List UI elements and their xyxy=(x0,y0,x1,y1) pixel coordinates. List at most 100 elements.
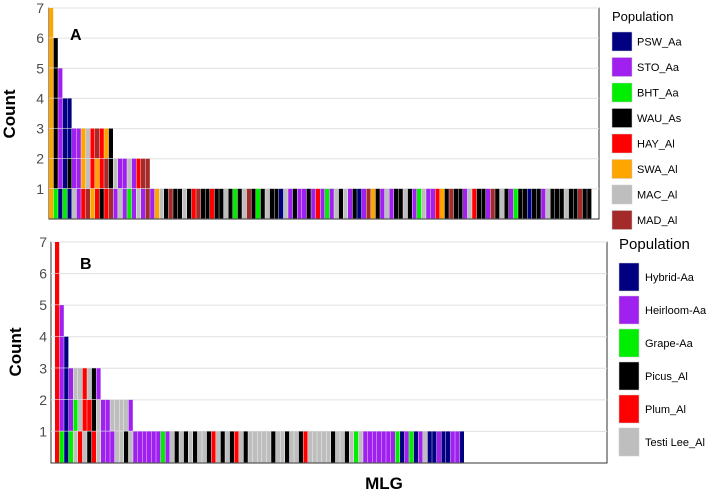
bar-segment xyxy=(455,431,460,463)
bar-segment xyxy=(58,128,63,159)
bar-segment xyxy=(55,242,60,273)
bar-segment xyxy=(220,431,225,463)
bar-segment xyxy=(165,431,170,463)
bar-segment xyxy=(99,158,104,189)
bar-segment xyxy=(49,98,54,128)
bar-segment xyxy=(486,188,491,219)
bar-segment xyxy=(568,188,573,219)
bar-segment xyxy=(239,431,244,463)
y-tick-label: 3 xyxy=(39,360,47,376)
bar-segment xyxy=(58,188,63,219)
legend-label: WAU_As xyxy=(637,113,682,125)
panel-b-legend-title: Population xyxy=(619,236,690,253)
legend-label: Picus_Al xyxy=(645,371,688,383)
bar-segment xyxy=(145,188,150,219)
bar-segment xyxy=(404,431,409,463)
panel-a-legend-title: Population xyxy=(612,9,673,24)
legend-swatch xyxy=(618,295,640,325)
bar-segment xyxy=(67,158,72,189)
bar-segment xyxy=(76,158,81,189)
y-tick-label: 6 xyxy=(36,30,44,46)
panel-b-bars xyxy=(55,242,464,463)
bar-segment xyxy=(78,431,83,463)
bar-segment xyxy=(64,431,69,463)
bar-segment xyxy=(108,188,113,219)
bar-segment xyxy=(513,188,518,219)
bar-segment xyxy=(160,431,165,463)
bar-segment xyxy=(357,188,362,219)
y-tick-label: 4 xyxy=(39,329,47,345)
bar-segment xyxy=(105,431,110,463)
bar-segment xyxy=(550,188,555,219)
panel-b-legend: Population Hybrid-Aa Heirloom-Aa Grape-Aa P… xyxy=(618,236,707,457)
bar-segment xyxy=(82,431,87,463)
legend-swatch xyxy=(618,328,640,358)
legend-label: PSW_Aa xyxy=(637,37,683,49)
bar-segment xyxy=(367,431,372,463)
bar-segment xyxy=(390,431,395,463)
bar-segment xyxy=(257,431,262,463)
bar-segment xyxy=(527,188,532,219)
bar-segment xyxy=(124,399,129,431)
bar-segment xyxy=(344,431,349,463)
bar-segment xyxy=(183,431,188,463)
legend-swatch xyxy=(618,394,640,424)
bar-segment xyxy=(463,188,468,219)
bar-segment xyxy=(67,128,72,159)
bar-segment xyxy=(53,38,58,68)
y-tick-label: 1 xyxy=(39,423,47,439)
bar-segment xyxy=(421,188,426,219)
bar-segment xyxy=(409,431,414,463)
bar-segment xyxy=(108,158,113,189)
bar-segment xyxy=(85,188,90,219)
bar-segment xyxy=(85,128,90,159)
bar-segment xyxy=(101,399,106,431)
legend-swatch xyxy=(618,361,640,391)
bar-segment xyxy=(274,188,279,219)
panel-b-plot-area xyxy=(50,241,608,464)
bar-segment xyxy=(545,188,550,219)
bar-segment xyxy=(467,188,472,219)
bar-segment xyxy=(55,431,60,463)
bar-segment xyxy=(53,188,58,219)
bar-segment xyxy=(509,188,514,219)
bar-segment xyxy=(214,188,219,219)
bar-segment xyxy=(64,368,69,400)
bar-segment xyxy=(271,431,276,463)
bar-segment xyxy=(504,188,509,219)
bar-segment xyxy=(68,431,73,463)
bar-segment xyxy=(67,98,72,128)
bar-segment xyxy=(49,8,54,38)
bar-segment xyxy=(78,399,83,431)
bar-segment xyxy=(423,431,428,463)
bar-segment xyxy=(68,368,73,400)
bar-segment xyxy=(168,188,173,219)
bar-segment xyxy=(386,431,391,463)
bar-segment xyxy=(380,188,385,219)
panel-a-bars xyxy=(49,8,592,219)
bar-segment xyxy=(118,188,123,219)
bar-segment xyxy=(449,188,454,219)
y-tick-label: 2 xyxy=(39,392,47,408)
bar-segment xyxy=(147,431,152,463)
bar-segment xyxy=(292,188,297,219)
bar-segment xyxy=(101,431,106,463)
y-tick-label: 7 xyxy=(36,0,44,16)
bar-segment xyxy=(225,431,230,463)
bar-segment xyxy=(96,431,101,463)
bar-segment xyxy=(499,188,504,219)
bar-segment xyxy=(398,188,403,219)
bar-segment xyxy=(252,431,257,463)
bar-segment xyxy=(64,336,69,368)
bar-segment xyxy=(308,431,313,463)
legend-swatch xyxy=(611,210,633,230)
bar-segment xyxy=(68,399,73,431)
bar-segment xyxy=(248,431,253,463)
bar-segment xyxy=(354,431,359,463)
bar-segment xyxy=(196,188,201,219)
bar-segment xyxy=(435,188,440,219)
bar-segment xyxy=(141,158,146,189)
bar-segment xyxy=(237,188,242,219)
bar-segment xyxy=(72,188,77,219)
bar-segment xyxy=(202,431,207,463)
